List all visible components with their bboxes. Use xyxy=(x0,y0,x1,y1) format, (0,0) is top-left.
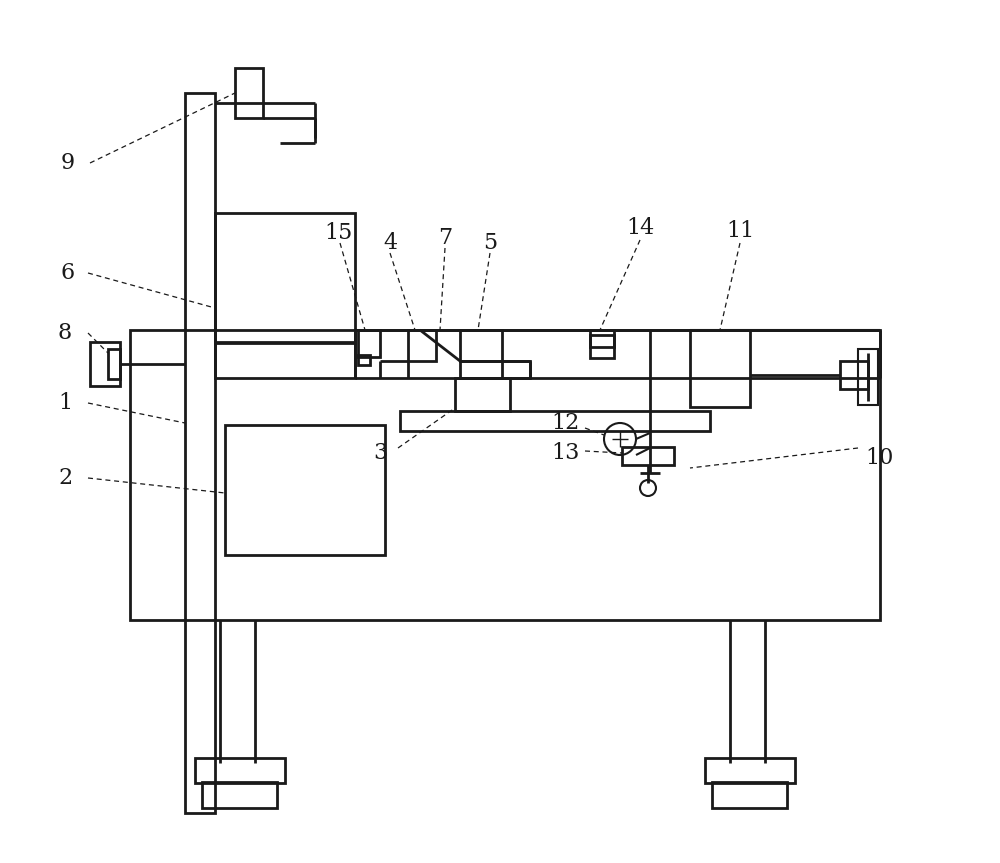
Bar xyxy=(590,330,614,358)
Text: 3: 3 xyxy=(373,442,387,464)
Text: 4: 4 xyxy=(383,232,397,254)
Bar xyxy=(358,330,380,357)
Text: 14: 14 xyxy=(626,217,654,239)
Text: 7: 7 xyxy=(438,227,452,249)
Text: 9: 9 xyxy=(61,152,75,174)
Bar xyxy=(195,758,285,783)
Bar xyxy=(358,355,370,365)
Text: 8: 8 xyxy=(58,322,72,344)
Text: 1: 1 xyxy=(58,392,72,414)
Bar xyxy=(225,425,385,555)
Bar xyxy=(235,68,263,118)
Bar xyxy=(215,213,355,343)
Text: 10: 10 xyxy=(866,447,894,469)
Bar xyxy=(130,330,880,620)
Bar xyxy=(400,411,710,431)
Bar xyxy=(215,342,355,378)
Text: 11: 11 xyxy=(726,220,754,242)
Bar xyxy=(690,330,750,407)
Bar xyxy=(840,361,868,389)
Bar xyxy=(460,330,502,361)
Text: 2: 2 xyxy=(58,467,72,489)
Text: 13: 13 xyxy=(551,442,579,464)
Bar xyxy=(202,782,277,808)
Bar xyxy=(590,335,614,347)
Bar xyxy=(455,378,510,411)
Text: 6: 6 xyxy=(61,262,75,284)
Bar xyxy=(108,349,120,379)
Bar xyxy=(185,93,215,813)
Text: 15: 15 xyxy=(324,222,352,244)
Bar xyxy=(858,349,878,405)
Text: 5: 5 xyxy=(483,232,497,254)
Bar xyxy=(622,447,674,465)
Bar xyxy=(705,758,795,783)
Text: 12: 12 xyxy=(551,412,579,434)
Bar xyxy=(712,782,787,808)
Bar xyxy=(408,330,436,361)
Bar xyxy=(460,361,530,378)
Bar xyxy=(90,342,120,386)
